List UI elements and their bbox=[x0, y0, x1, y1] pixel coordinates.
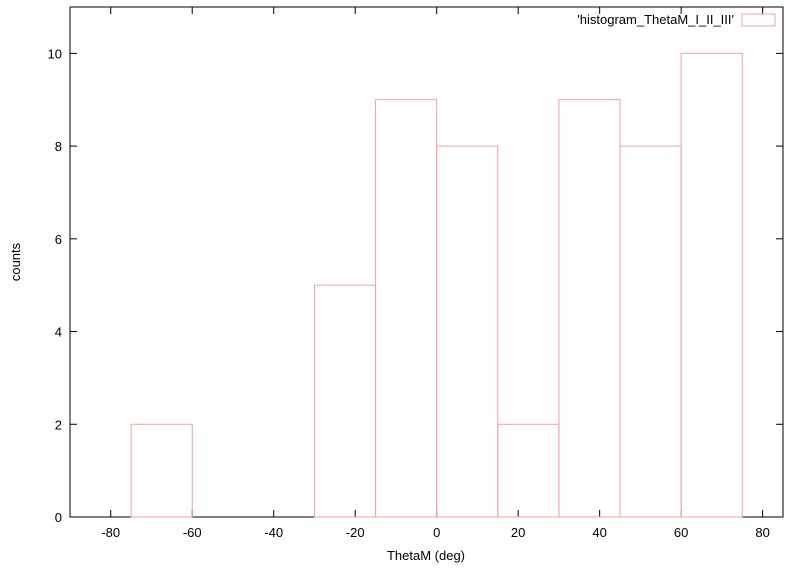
x-tick-label: -20 bbox=[346, 525, 365, 540]
x-tick-label: 0 bbox=[433, 525, 440, 540]
histogram-bar bbox=[619, 145, 682, 518]
y-tick-label: 8 bbox=[55, 139, 62, 154]
legend-label: 'histogram_ThetaM_I_II_III' bbox=[577, 12, 734, 27]
y-tick-label: 2 bbox=[55, 417, 62, 432]
y-tick-label: 10 bbox=[48, 46, 62, 61]
x-tick-label: 20 bbox=[511, 525, 525, 540]
y-axis-title: counts bbox=[8, 242, 23, 281]
y-tick-label: 6 bbox=[55, 232, 62, 247]
y-tick-label: 0 bbox=[55, 510, 62, 525]
legend: 'histogram_ThetaM_I_II_III' bbox=[577, 12, 776, 27]
histogram-bar bbox=[436, 145, 499, 518]
histogram-bars bbox=[130, 52, 743, 518]
x-axis-title: ThetaM (deg) bbox=[387, 548, 465, 563]
histogram-bar bbox=[375, 99, 438, 518]
histogram-bar bbox=[497, 423, 560, 518]
x-tick-label: -80 bbox=[101, 525, 120, 540]
x-tick-label: 80 bbox=[755, 525, 769, 540]
x-tick-label: -40 bbox=[264, 525, 283, 540]
y-tick-label: 4 bbox=[55, 325, 62, 340]
histogram-bar bbox=[313, 284, 377, 518]
histogram-bar bbox=[680, 52, 743, 518]
histogram-bar bbox=[130, 423, 193, 518]
histogram-bar bbox=[558, 99, 621, 518]
plot-frame bbox=[69, 6, 784, 518]
y-axis-ticks: 0 2 4 6 8 10 bbox=[48, 46, 783, 525]
legend-swatch bbox=[741, 13, 776, 27]
x-tick-label: 60 bbox=[674, 525, 688, 540]
x-tick-label: -60 bbox=[183, 525, 202, 540]
x-axis-ticks: -80 -60 -40 -20 0 20 40 60 80 bbox=[101, 7, 770, 540]
x-tick-label: 40 bbox=[592, 525, 606, 540]
